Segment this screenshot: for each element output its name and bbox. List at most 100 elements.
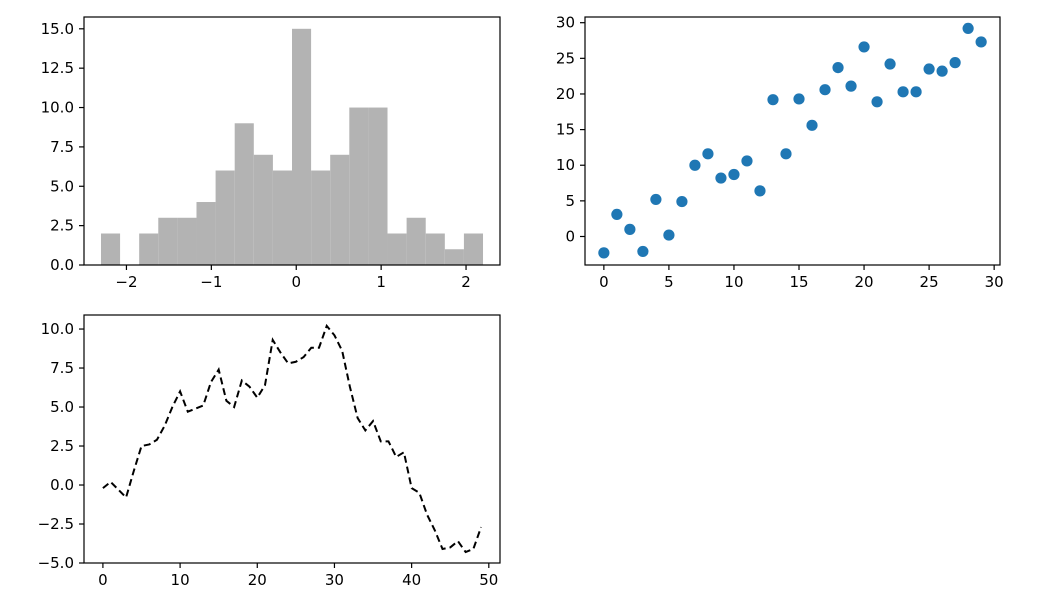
histogram-bar (425, 233, 445, 265)
scatter-point (832, 61, 844, 74)
scatter-points (598, 22, 987, 259)
scatter-point (845, 80, 857, 92)
scatter-x-tick-label: 20 (855, 273, 874, 291)
scatter-point (806, 119, 818, 131)
histogram-bar (406, 217, 426, 265)
scatter-y-tick-label: 30 (556, 14, 575, 32)
line-x-tick-label: 50 (479, 571, 498, 589)
scatter-point (715, 172, 727, 184)
histogram-bar (196, 202, 216, 265)
scatter-point (793, 93, 805, 105)
scatter-x-tick-label: 30 (985, 273, 1004, 291)
scatter-point (949, 57, 961, 69)
histogram-y-tick-label: 10.0 (41, 99, 74, 117)
scatter-point (780, 148, 792, 160)
scatter-point (728, 168, 740, 181)
histogram-bars (100, 28, 484, 266)
histogram-bar (234, 123, 254, 266)
scatter-y-tick-label: 15 (556, 121, 575, 139)
line-y-tick-label: 0.0 (50, 476, 74, 494)
scatter-point (598, 247, 610, 259)
histogram-y-tick-label: 7.5 (50, 138, 74, 156)
scatter-point (897, 86, 909, 98)
line-y-tick-label: 5.0 (50, 398, 74, 416)
histogram-bar (330, 154, 350, 265)
scatter-y-tick-label: 10 (556, 156, 575, 174)
scatter-y-axis: 0 5 10 15 20 25 30 (556, 14, 585, 245)
histogram-y-tick-label: 15.0 (41, 20, 74, 38)
histogram-bar (387, 233, 407, 265)
scatter-y-tick-label: 0 (565, 227, 575, 245)
histogram-y-tick-label: 5.0 (50, 177, 74, 195)
histogram-bar (444, 249, 464, 265)
line-series (102, 323, 483, 554)
histogram-bar (272, 170, 292, 265)
line-x-tick-label: 10 (171, 571, 190, 589)
histogram-y-axis: 0.0 2.5 5.0 7.5 10.0 12.5 15.0 (41, 20, 84, 274)
line-subplot: 0 10 20 30 40 50 −5.0 −2.5 0.0 2.5 5.0 7.5 10.0 (38, 314, 501, 589)
scatter-point (650, 193, 662, 206)
histogram-bar (368, 107, 388, 266)
line-y-tick-label: 7.5 (50, 359, 74, 377)
scatter-point (754, 185, 766, 197)
histogram-subplot: −2 −1 0 1 2 0.0 2.5 5.0 7.5 10.0 12.5 15.0 (41, 16, 501, 291)
scatter-point (637, 245, 649, 258)
scatter-point (767, 94, 779, 106)
scatter-x-axis: 0 5 10 15 20 25 30 (599, 265, 1004, 291)
scatter-point (884, 58, 896, 70)
histogram-x-tick-label: 0 (291, 273, 301, 291)
scatter-x-tick-label: 5 (664, 273, 674, 291)
line-y-tick-label: 2.5 (50, 437, 74, 455)
histogram-bar (158, 217, 178, 265)
histogram-x-tick-label: −1 (200, 273, 222, 291)
histogram-axes-frame (83, 16, 501, 266)
scatter-point (624, 223, 636, 235)
line-x-tick-label: 40 (402, 571, 421, 589)
scatter-y-tick-label: 20 (556, 85, 575, 103)
histogram-bar (215, 170, 235, 265)
histogram-x-axis: −2 −1 0 1 2 (115, 265, 471, 291)
scatter-x-tick-label: 15 (789, 273, 808, 291)
histogram-bar (253, 154, 273, 265)
histogram-bar (463, 233, 484, 265)
scatter-point (702, 148, 714, 160)
line-x-tick-label: 30 (325, 571, 344, 589)
line-y-tick-label: −5.0 (38, 554, 74, 572)
scatter-y-tick-label: 5 (565, 192, 575, 210)
line-x-tick-label: 20 (248, 571, 267, 589)
scatter-point (611, 208, 623, 221)
scatter-axes-frame (584, 16, 1001, 266)
histogram-y-tick-label: 2.5 (50, 217, 74, 235)
line-y-tick-label: 10.0 (41, 320, 74, 338)
scatter-x-tick-label: 0 (599, 273, 609, 291)
scatter-point (819, 84, 831, 96)
histogram-bar (349, 107, 369, 266)
scatter-y-tick-label: 25 (556, 49, 575, 67)
line-y-axis: −5.0 −2.5 0.0 2.5 5.0 7.5 10.0 (38, 320, 84, 572)
scatter-x-tick-label: 10 (724, 273, 743, 291)
scatter-point (858, 41, 870, 53)
histogram-x-tick-label: 2 (461, 273, 471, 291)
scatter-point (741, 155, 753, 167)
scatter-point (936, 65, 948, 77)
line-x-tick-label: 0 (98, 571, 108, 589)
histogram-bar (311, 170, 331, 265)
line-x-axis: 0 10 20 30 40 50 (98, 563, 498, 589)
histogram-bar (100, 233, 121, 265)
scatter-point (689, 159, 701, 171)
line-axes-frame (83, 314, 501, 564)
histogram-bar (177, 217, 197, 265)
histogram-y-tick-label: 12.5 (41, 59, 74, 77)
histogram-x-tick-label: −2 (115, 273, 137, 291)
histogram-y-tick-label: 0.0 (50, 256, 74, 274)
scatter-point (676, 195, 688, 208)
line-dashed-line (102, 323, 483, 554)
histogram-bar (139, 233, 159, 265)
scatter-subplot: 0 5 10 15 20 25 30 0 5 10 15 20 25 30 (556, 14, 1004, 291)
scatter-point (871, 96, 883, 108)
scatter-point (962, 22, 974, 35)
scatter-point (910, 86, 922, 98)
scatter-point (923, 63, 935, 75)
